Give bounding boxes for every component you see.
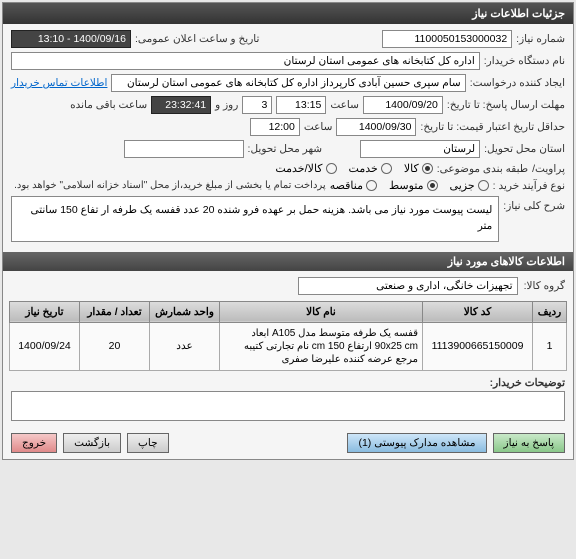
radio-small[interactable]: جزیی [450, 179, 489, 192]
link-contact-info[interactable]: اطلاعات تماس خریدار [11, 77, 107, 89]
label-validity: حداقل تاریخ اعتبار قیمت: تا تاریخ: [420, 121, 565, 133]
back-button[interactable]: بازگشت [63, 433, 121, 453]
panel-title: جزئیات اطلاعات نیاز [3, 3, 573, 24]
cell-unit: عدد [150, 322, 220, 370]
th-date: تاریخ نیاز [10, 301, 80, 322]
field-buyer-notes [11, 391, 565, 421]
radio-tender[interactable]: مناقصه [330, 179, 377, 192]
field-need-desc: لیست پیوست مورد نیاز می باشد. هزینه حمل … [11, 196, 499, 242]
goods-info-header: اطلاعات کالاهای مورد نیاز [3, 252, 573, 271]
cell-code: 1113900665150009 [423, 322, 533, 370]
row-priority-class: پراویت/ طبقه بندی موضوعی: کالا خدمت کالا… [11, 162, 565, 175]
row-purchase-type: نوع فرآیند خرید : جزیی متوسط مناقصه پردا… [11, 179, 565, 192]
field-requester: سام سپری حسین آبادی کارپرداز اداره کل کت… [111, 74, 465, 92]
field-days: 3 [242, 96, 272, 114]
radio-both-label: کالا/خدمت [275, 162, 322, 175]
label-need-desc: شرح کلی نیاز: [503, 196, 565, 212]
row-buyer-org: نام دستگاه خریدار: اداره کل کتابخانه های… [11, 52, 565, 70]
label-requester: ایجاد کننده درخواست: [470, 77, 565, 89]
label-hour-1: ساعت [330, 99, 359, 111]
th-qty: تعداد / مقدار [80, 301, 150, 322]
cell-date: 1400/09/24 [10, 322, 80, 370]
label-purchase-type: نوع فرآیند خرید : [493, 180, 565, 192]
row-need-no: شماره نیاز: 1100050153000032 تاریخ و ساع… [11, 30, 565, 48]
radio-tender-label: مناقصه [330, 179, 363, 192]
label-need-no: شماره نیاز: [516, 33, 565, 45]
radio-medium-dot [427, 180, 438, 191]
table-row[interactable]: 1 1113900665150009 قفسه یک طرفه متوسط مد… [10, 322, 567, 370]
label-priority: پراویت/ [532, 163, 565, 175]
payment-note: پرداخت تمام یا بخشی از مبلغ خرید،از محل … [14, 180, 326, 191]
form-body: شماره نیاز: 1100050153000032 تاریخ و ساع… [3, 24, 573, 252]
print-button[interactable]: چاپ [127, 433, 169, 453]
radio-medium-label: متوسط [389, 179, 424, 192]
radio-service[interactable]: خدمت [349, 162, 392, 175]
goods-table: ردیف کد کالا نام کالا واحد شمارش تعداد /… [9, 301, 567, 371]
row-province: استان محل تحویل: لرستان شهر محل تحویل: [11, 140, 565, 158]
th-unit: واحد شمارش [150, 301, 220, 322]
radio-tender-dot [366, 180, 377, 191]
cell-qty: 20 [80, 322, 150, 370]
label-goods-group: گروه کالا: [524, 280, 565, 292]
label-deadline: مهلت ارسال پاسخ: تا تاریخ: [447, 99, 565, 111]
buyer-notes-section: توضیحات خریدار: [3, 371, 573, 427]
radio-both-dot [326, 163, 337, 174]
label-city: شهر محل تحویل: [248, 143, 323, 155]
need-details-panel: جزئیات اطلاعات نیاز شماره نیاز: 11000501… [2, 2, 574, 460]
label-hour-2: ساعت [304, 121, 333, 133]
th-row: ردیف [533, 301, 567, 322]
row-goods-group: گروه کالا: تجهیزات خانگی، اداری و صنعتی [3, 271, 573, 301]
radio-group-purchase: جزیی متوسط مناقصه [330, 179, 489, 192]
radio-service-dot [381, 163, 392, 174]
field-buyer-org: اداره کل کتابخانه های عمومی استان لرستان [11, 52, 480, 70]
exit-button[interactable]: خروج [11, 433, 57, 453]
th-code: کد کالا [423, 301, 533, 322]
radio-goods-dot [422, 163, 433, 174]
cell-idx: 1 [533, 322, 567, 370]
radio-goods[interactable]: کالا [404, 162, 433, 175]
table-header-row: ردیف کد کالا نام کالا واحد شمارش تعداد /… [10, 301, 567, 322]
field-need-no: 1100050153000032 [382, 30, 512, 48]
field-validity-date: 1400/09/30 [336, 118, 416, 136]
radio-group-classification: کالا خدمت کالا/خدمت [275, 162, 432, 175]
label-announce: تاریخ و ساعت اعلان عمومی: [135, 33, 259, 45]
label-remaining: ساعت باقی مانده [70, 99, 147, 111]
field-announce: 1400/09/16 - 13:10 [11, 30, 131, 48]
row-requester: ایجاد کننده درخواست: سام سپری حسین آبادی… [11, 74, 565, 92]
radio-small-label: جزیی [450, 179, 475, 192]
label-buyer-notes: توضیحات خریدار: [490, 377, 565, 389]
label-classification: طبقه بندی موضوعی: [437, 163, 528, 175]
row-validity: حداقل تاریخ اعتبار قیمت: تا تاریخ: 1400/… [11, 118, 565, 136]
row-deadline: مهلت ارسال پاسخ: تا تاریخ: 1400/09/20 سا… [11, 96, 565, 114]
reply-button[interactable]: پاسخ به نیاز [493, 433, 565, 453]
radio-medium[interactable]: متوسط [389, 179, 438, 192]
field-deadline-date: 1400/09/20 [363, 96, 443, 114]
field-city [124, 140, 244, 158]
label-province: استان محل تحویل: [484, 143, 565, 155]
radio-service-label: خدمت [349, 162, 378, 175]
label-days-and: روز و [215, 99, 238, 111]
field-province: لرستان [360, 140, 480, 158]
cell-name: قفسه یک طرفه متوسط مدل A105 ابعاد 90x25 … [220, 322, 423, 370]
radio-goods-label: کالا [404, 162, 419, 175]
radio-small-dot [478, 180, 489, 191]
footer-buttons: پاسخ به نیاز مشاهده مدارک پیوستی (1) چاپ… [3, 427, 573, 459]
table-wrap: ردیف کد کالا نام کالا واحد شمارش تعداد /… [3, 301, 573, 371]
field-validity-time: 12:00 [250, 118, 300, 136]
attachments-button[interactable]: مشاهده مدارک پیوستی (1) [347, 433, 486, 453]
label-buyer-org: نام دستگاه خریدار: [484, 55, 565, 67]
field-countdown: 23:32:41 [151, 96, 211, 114]
field-goods-group: تجهیزات خانگی، اداری و صنعتی [298, 277, 518, 295]
row-need-desc: شرح کلی نیاز: لیست پیوست مورد نیاز می با… [11, 196, 565, 242]
th-name: نام کالا [220, 301, 423, 322]
field-deadline-time: 13:15 [276, 96, 326, 114]
radio-both[interactable]: کالا/خدمت [275, 162, 336, 175]
